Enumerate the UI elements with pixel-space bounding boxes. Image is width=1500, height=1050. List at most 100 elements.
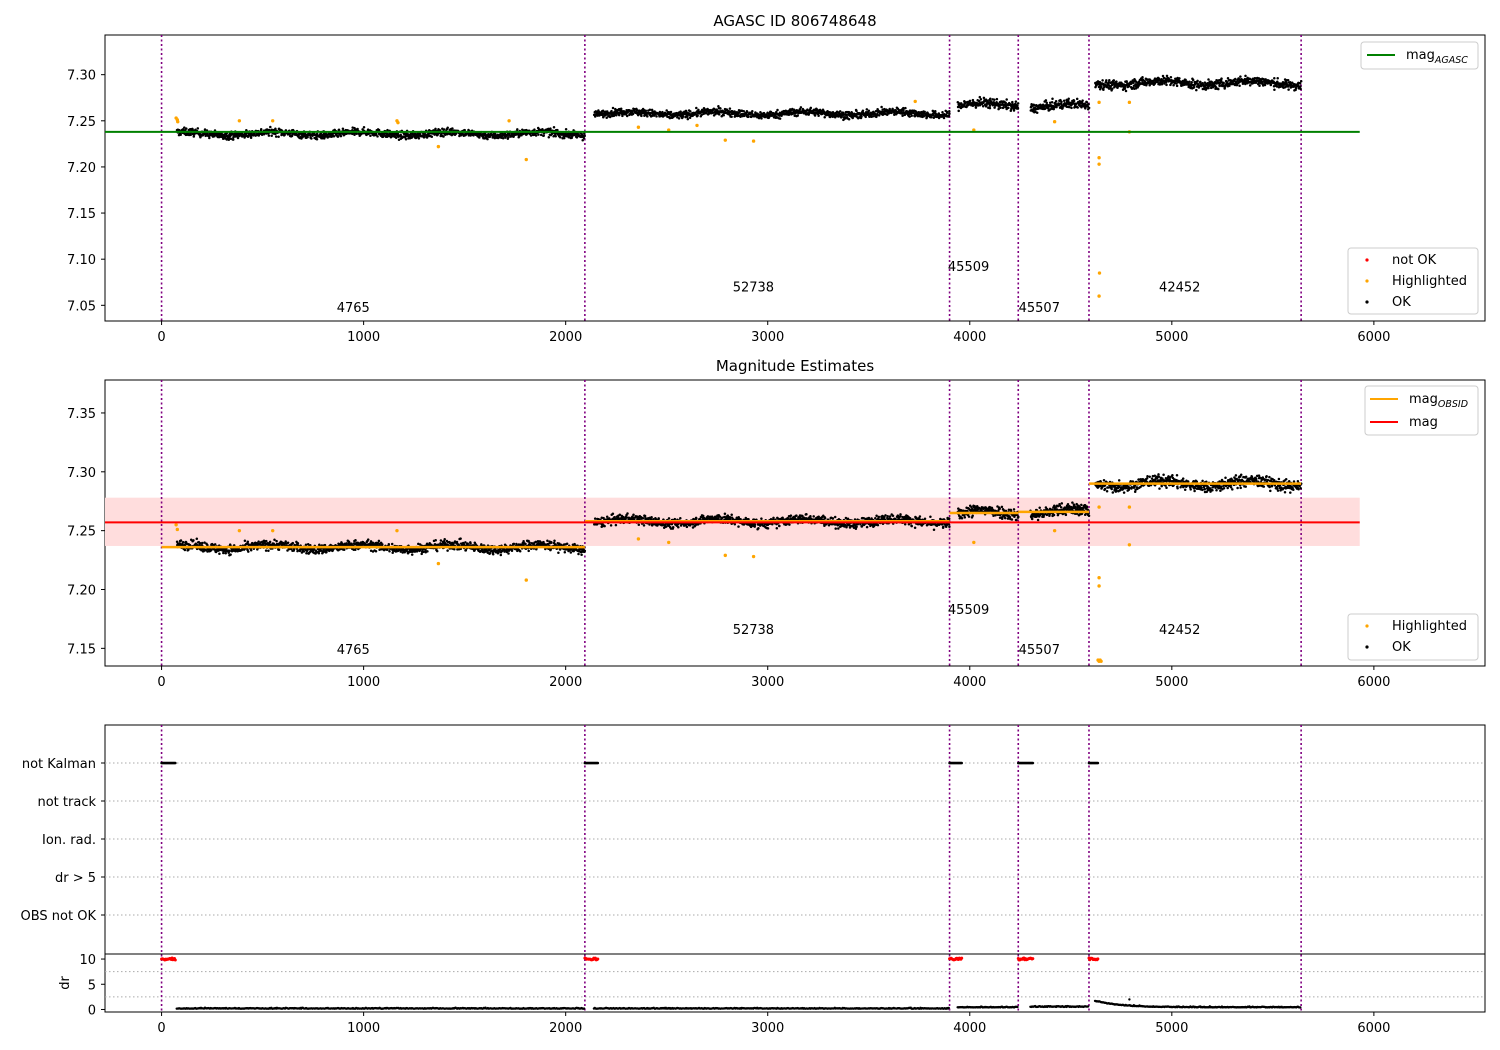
- ok-point: [689, 110, 692, 113]
- ok-point: [778, 117, 782, 120]
- ok-point: [224, 552, 227, 555]
- ok-point: [605, 515, 609, 519]
- ok-point: [388, 550, 391, 553]
- ok-point: [362, 125, 366, 129]
- ok-point: [583, 549, 587, 553]
- ok-point: [246, 540, 250, 543]
- ok-point: [667, 517, 671, 520]
- ok-point: [1075, 97, 1079, 101]
- ok-point: [575, 136, 579, 139]
- ok-point: [1050, 100, 1054, 104]
- ok-point: [688, 116, 692, 120]
- ok-point: [1123, 87, 1127, 91]
- ok-point: [229, 137, 233, 141]
- obsid-label: 45509: [948, 260, 989, 275]
- ok-point: [1196, 79, 1199, 83]
- ok-point: [386, 548, 389, 551]
- ok-point: [941, 111, 944, 114]
- ok-point: [179, 539, 183, 542]
- ok-point: [1141, 75, 1144, 79]
- ok-point: [542, 134, 545, 137]
- ok-point: [1002, 105, 1005, 109]
- ok-point: [894, 109, 897, 112]
- ok-point: [1218, 84, 1221, 88]
- ok-point: [459, 537, 462, 540]
- ok-point: [611, 512, 615, 515]
- ok-point: [908, 115, 911, 118]
- ok-point: [1084, 107, 1087, 110]
- ok-point: [366, 538, 370, 541]
- ok-point: [1005, 98, 1008, 101]
- ok-point: [185, 127, 188, 130]
- ok-point: [305, 552, 308, 555]
- ok-point: [1105, 79, 1108, 82]
- ok-point: [213, 543, 217, 546]
- ok-point: [871, 114, 875, 118]
- ok-point: [1087, 103, 1090, 106]
- y-tick-label: 7.30: [67, 69, 96, 84]
- ok-point: [642, 524, 646, 527]
- ok-point: [583, 134, 586, 138]
- ok-point: [1125, 80, 1128, 83]
- ok-point: [1016, 102, 1020, 105]
- ok-point: [1239, 75, 1242, 78]
- ok-point: [1014, 100, 1018, 103]
- ok-point: [876, 112, 879, 116]
- ok-point: [192, 539, 195, 542]
- ok-point: [442, 128, 446, 131]
- ok-point: [306, 135, 309, 139]
- ok-point: [815, 108, 819, 111]
- ok-point: [817, 114, 820, 118]
- ok-point: [1234, 77, 1237, 81]
- ok-point: [1101, 79, 1104, 82]
- ok-point: [993, 106, 996, 109]
- ok-point: [369, 134, 372, 138]
- ok-point: [985, 104, 988, 107]
- ok-point: [796, 114, 799, 117]
- ok-point: [486, 137, 489, 141]
- ok-point: [1164, 81, 1168, 84]
- ok-point: [1011, 100, 1014, 104]
- panel-mag-estimates: Magnitude Estimates 47655273845509455074…: [67, 357, 1486, 690]
- ok-point: [974, 106, 978, 109]
- ok-point: [1157, 77, 1161, 80]
- ok-point: [1007, 106, 1010, 110]
- ok-point: [995, 97, 999, 101]
- legend-ok-label: OK: [1392, 295, 1411, 310]
- ok-point: [1244, 74, 1247, 78]
- ok-point: [507, 552, 510, 555]
- highlighted-point: [271, 119, 275, 123]
- ok-point: [1048, 108, 1052, 111]
- ok-point: [904, 106, 907, 110]
- ok-point: [243, 539, 247, 543]
- ok-point: [1034, 107, 1038, 111]
- ok-point: [390, 542, 394, 546]
- ok-point: [1051, 97, 1054, 100]
- ok-point: [1158, 82, 1162, 86]
- ok-point: [1054, 99, 1058, 103]
- ok-point: [640, 114, 643, 118]
- ok-point: [1275, 85, 1279, 88]
- ok-point: [971, 98, 975, 102]
- ok-point: [319, 549, 323, 552]
- ok-point: [336, 135, 340, 138]
- ok-point: [287, 547, 291, 551]
- ok-point: [426, 550, 429, 553]
- ok-point: [342, 548, 346, 552]
- y-tick-label: 7.15: [67, 207, 96, 222]
- highlighted-point: [436, 144, 441, 149]
- ok-point: [942, 116, 946, 120]
- ok-point: [677, 526, 680, 529]
- ok-point: [1087, 106, 1091, 110]
- ok-point: [900, 110, 903, 113]
- ok-point: [277, 548, 281, 551]
- ok-point: [451, 127, 454, 130]
- ok-point: [746, 110, 749, 114]
- ok-point: [1100, 85, 1103, 89]
- ok-point: [553, 539, 556, 543]
- ok-point: [1299, 87, 1302, 91]
- ok-point: [978, 99, 981, 103]
- ok-point: [1199, 80, 1202, 84]
- ok-point: [1148, 84, 1151, 87]
- ok-point: [1085, 101, 1089, 104]
